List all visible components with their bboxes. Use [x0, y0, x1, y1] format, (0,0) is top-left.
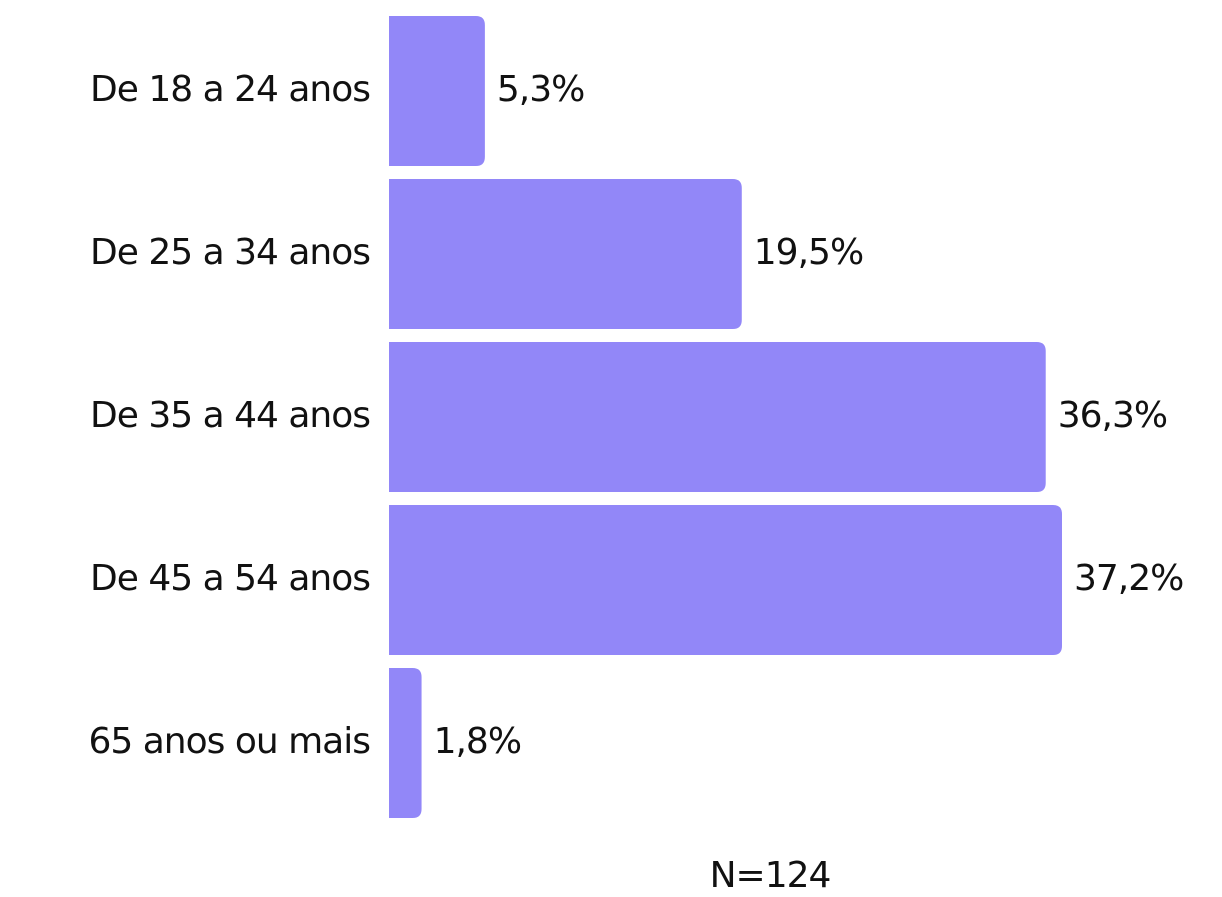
bar: [389, 342, 1046, 492]
value-label: 36,3%: [1058, 395, 1167, 436]
annotation: N=124: [710, 855, 831, 896]
value-label: 1,8%: [434, 721, 521, 762]
bar: [389, 16, 485, 166]
value-label: 19,5%: [754, 232, 863, 273]
y-tick-label: De 25 a 34 anos: [90, 232, 370, 273]
bar: [389, 179, 742, 329]
bar: [389, 505, 1062, 655]
bar: [389, 668, 422, 818]
y-tick-label: De 45 a 54 anos: [90, 558, 370, 599]
y-tick-label: De 18 a 24 anos: [90, 69, 370, 110]
y-tick-label: De 35 a 44 anos: [90, 395, 370, 436]
y-tick-label: 65 anos ou mais: [88, 721, 370, 762]
value-label: 37,2%: [1074, 558, 1183, 599]
value-label: 5,3%: [497, 69, 584, 110]
